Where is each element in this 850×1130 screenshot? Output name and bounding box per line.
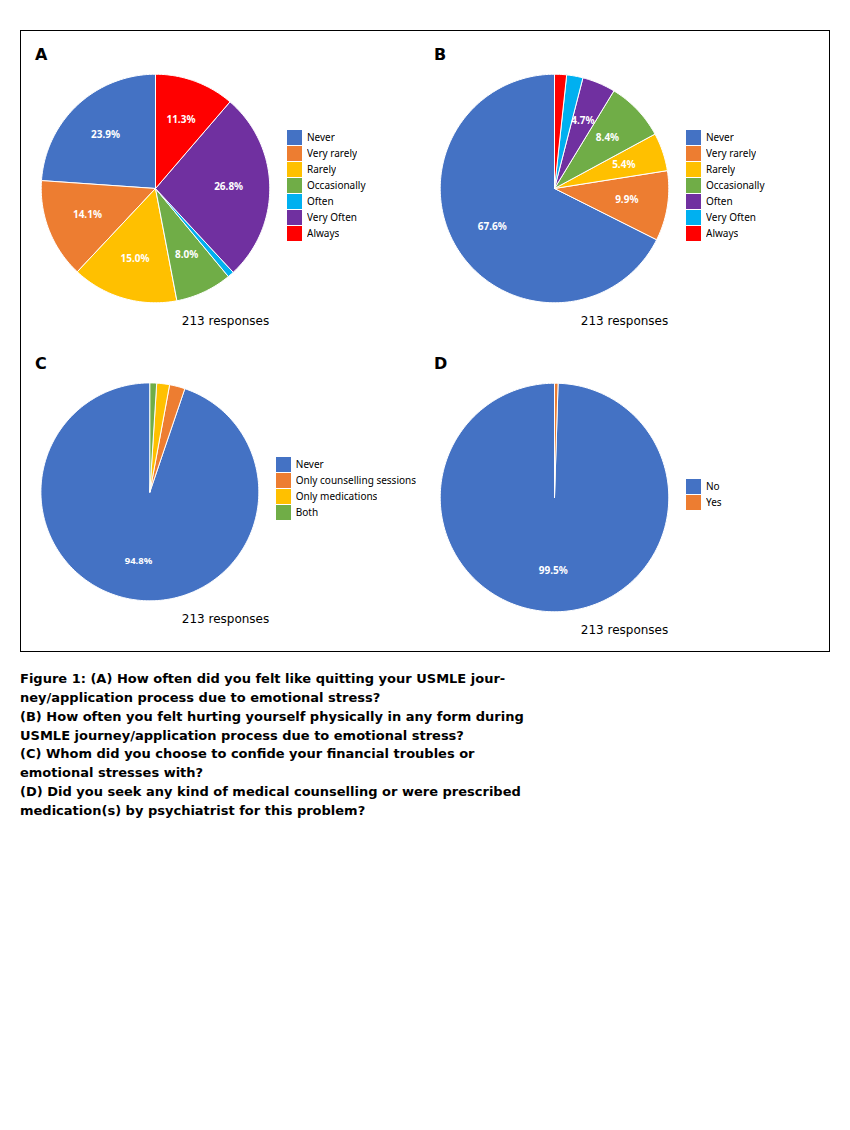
html-text:C: C: [35, 354, 47, 373]
svg-text:23.9%: 23.9%: [91, 127, 120, 141]
html-text:Yes: Yes: [706, 495, 722, 509]
html-text:Occasionally: Occasionally: [706, 178, 765, 192]
html-text:Always: Always: [706, 226, 739, 240]
html-text:Very rarely: Very rarely: [307, 146, 358, 160]
html-text:Never: Never: [307, 130, 335, 144]
html-text:Never: Never: [295, 457, 324, 472]
html-text:Rarely: Rarely: [706, 162, 736, 176]
html-text:medication(s) by psychiatrist: medication(s) by psychiatrist for this p…: [20, 802, 366, 818]
html-text:Always: Always: [307, 226, 340, 240]
html-text:Only counselling sessions: Only counselling sessions: [295, 473, 416, 488]
html-text:Very Often: Very Often: [307, 210, 357, 224]
html-text:213 responses: 213 responses: [181, 314, 270, 328]
html-text:Often: Often: [307, 194, 334, 208]
svg-text:94.8%: 94.8%: [125, 554, 153, 567]
html-text:Rarely: Rarely: [307, 162, 337, 176]
svg-text:8.4%: 8.4%: [596, 130, 619, 144]
svg-text:26.8%: 26.8%: [214, 179, 243, 193]
html-text:B: B: [434, 45, 447, 64]
svg-text:14.1%: 14.1%: [73, 207, 102, 221]
svg-text:67.6%: 67.6%: [478, 219, 507, 233]
svg-text:15.0%: 15.0%: [121, 251, 150, 265]
html-text:(C) Whom did you choose to con: (C) Whom did you choose to confide your …: [20, 746, 475, 762]
svg-text:8.0%: 8.0%: [175, 247, 198, 261]
html-text:(D) Did you seek any kind of m: (D) Did you seek any kind of medical cou…: [20, 784, 521, 800]
html-text:Only medications: Only medications: [295, 489, 378, 504]
html-text:Figure 1: (A) How often did yo: Figure 1: (A) How often did you felt lik…: [20, 671, 506, 686]
html-text:(B) How often you felt hurting: (B) How often you felt hurting yourself …: [20, 708, 524, 724]
html-text:213 responses: 213 responses: [580, 314, 669, 328]
html-text:Both: Both: [295, 505, 319, 520]
html-text:D: D: [434, 354, 448, 373]
svg-text:11.3%: 11.3%: [166, 112, 195, 126]
html-text:USMLE journey/application proc: USMLE journey/application process due to…: [20, 727, 464, 743]
html-text:No: No: [706, 479, 720, 493]
html-text:Often: Often: [706, 194, 733, 208]
html-text:213 responses: 213 responses: [181, 611, 270, 626]
html-text:213 responses: 213 responses: [580, 623, 669, 637]
html-text:A: A: [35, 45, 48, 64]
html-text:Very Often: Very Often: [706, 210, 756, 224]
svg-text:99.5%: 99.5%: [539, 563, 568, 577]
svg-text:5.4%: 5.4%: [612, 157, 635, 171]
html-text:ney/application process due to: ney/application process due to emotional…: [20, 689, 381, 705]
svg-text:4.7%: 4.7%: [571, 113, 594, 127]
html-text:Occasionally: Occasionally: [307, 178, 366, 192]
html-text:emotional stresses with?: emotional stresses with?: [20, 765, 204, 781]
svg-text:9.9%: 9.9%: [615, 192, 638, 206]
html-text:Very rarely: Very rarely: [706, 146, 757, 160]
html-text:Never: Never: [706, 130, 734, 144]
